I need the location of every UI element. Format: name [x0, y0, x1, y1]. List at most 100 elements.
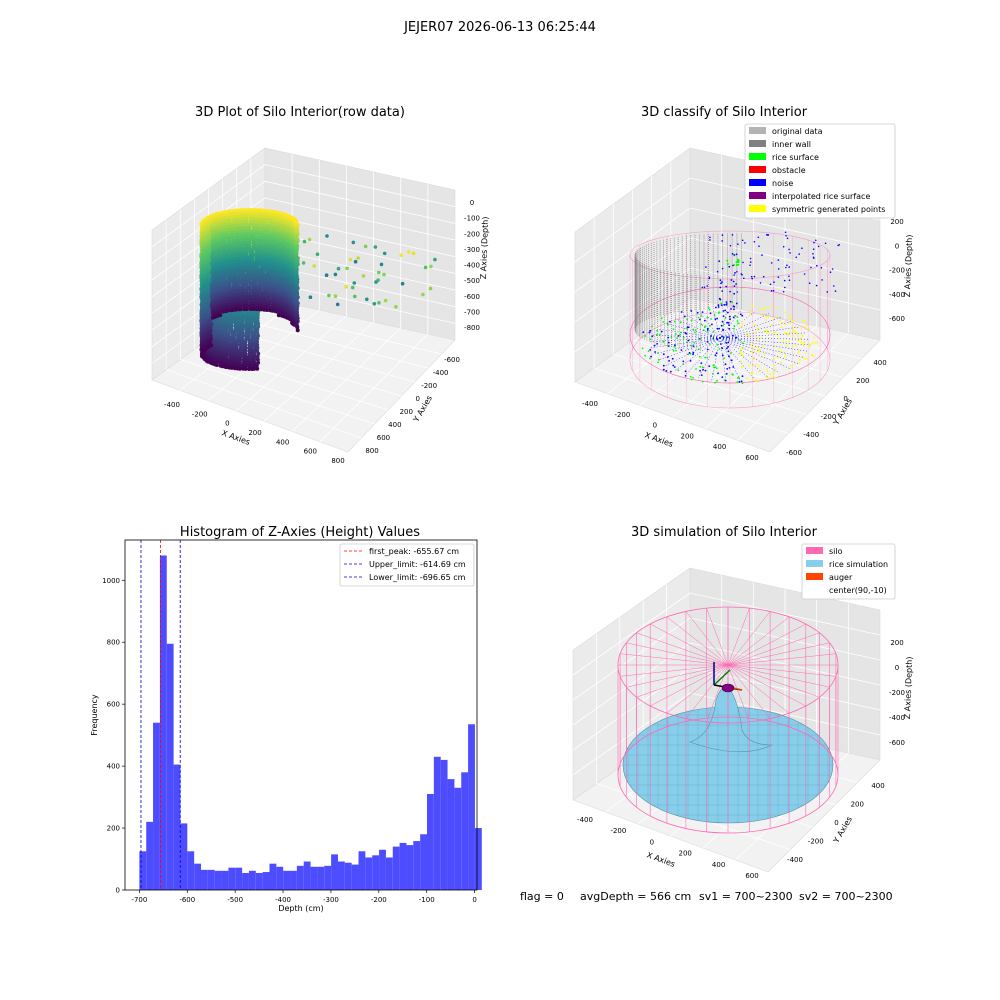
- data-point: [242, 304, 247, 309]
- noise-point: [736, 271, 738, 273]
- histogram-bar: [433, 756, 441, 890]
- classified-point: [792, 346, 795, 348]
- noise-point: [817, 245, 820, 248]
- data-point: [209, 222, 214, 227]
- classified-point: [728, 367, 731, 369]
- classified-point: [715, 367, 718, 370]
- classified-point: [765, 315, 768, 318]
- data-point: [242, 280, 247, 285]
- classified-point: [741, 375, 744, 378]
- legend-label: rice simulation: [829, 560, 888, 569]
- data-point: [244, 250, 249, 254]
- z-tick-label: -600: [889, 315, 905, 323]
- data-point: [237, 312, 242, 317]
- z-tick-label: 200: [890, 218, 903, 226]
- x-tick-label: 600: [745, 454, 758, 462]
- data-point: [247, 241, 252, 245]
- panel-histogram: Histogram of Z-Axies (Height) Values -70…: [90, 525, 482, 913]
- data-point: [267, 296, 271, 301]
- data-point: [348, 257, 353, 262]
- data-point: [250, 343, 255, 347]
- silo-spoke: [666, 664, 729, 714]
- legend-label: Lower_limit: -696.65 cm: [369, 573, 466, 582]
- data-point: [315, 252, 320, 256]
- classified-point: [774, 368, 777, 371]
- classified-point: [757, 365, 760, 367]
- data-point: [235, 360, 240, 365]
- noise-point: [766, 233, 768, 236]
- data-point: [294, 268, 299, 273]
- classified-point: [726, 347, 728, 350]
- classified-point: [770, 323, 773, 326]
- classified-point: [808, 343, 811, 346]
- silo-spoke: [727, 616, 790, 666]
- classified-point: [723, 357, 725, 360]
- classified-point: [730, 352, 732, 355]
- data-point: [233, 271, 238, 276]
- data-point: [265, 215, 270, 219]
- data-point: [295, 316, 300, 321]
- classified-point: [662, 341, 665, 343]
- data-point: [241, 357, 246, 362]
- data-point: [235, 348, 240, 353]
- classified-point: [731, 373, 734, 376]
- classified-point: [722, 315, 725, 318]
- noise-point: [721, 290, 723, 292]
- x-tick-label: 600: [304, 448, 317, 456]
- histogram-bar: [146, 821, 154, 890]
- classified-point: [700, 374, 703, 376]
- data-point: [247, 343, 252, 347]
- data-point: [261, 226, 266, 231]
- data-point: [228, 227, 233, 232]
- data-point: [218, 318, 223, 323]
- histogram-bar: [248, 870, 256, 890]
- histogram-bar: [194, 863, 201, 890]
- data-point: [223, 303, 228, 308]
- noise-point: [729, 300, 732, 303]
- avg-depth-text: avgDepth = 566 cm: [580, 890, 691, 903]
- y-tick-label: 0: [843, 395, 847, 403]
- z-tick-label: -100: [464, 215, 480, 223]
- data-point: [256, 351, 261, 356]
- data-point: [253, 354, 258, 359]
- classified-point: [708, 308, 711, 311]
- data-point: [352, 281, 357, 285]
- legend-swatch: [749, 140, 766, 147]
- noise-streak: [675, 318, 721, 339]
- grid-line: [572, 642, 881, 726]
- y-tick-label: 800: [107, 639, 120, 647]
- legend-label: first_peak: -655.67 cm: [369, 547, 459, 556]
- data-point: [244, 241, 249, 245]
- classified-point: [789, 331, 791, 333]
- histogram-bar: [255, 872, 263, 890]
- noise-point: [829, 271, 832, 274]
- data-point: [242, 262, 246, 267]
- silo-spoke: [727, 632, 820, 666]
- y-tick-label: 400: [388, 421, 401, 429]
- noise-point: [759, 282, 762, 284]
- classified-point: [763, 353, 766, 355]
- data-point: [215, 268, 220, 273]
- data-point: [239, 274, 244, 279]
- noise-point: [762, 275, 765, 278]
- classified-point: [701, 311, 704, 313]
- histogram-bar: [262, 872, 270, 890]
- y-axis-label-histogram: Frequency: [90, 694, 99, 736]
- classified-point: [720, 324, 723, 327]
- data-point: [249, 325, 254, 329]
- noise-point: [743, 277, 745, 280]
- classified-point: [736, 320, 739, 322]
- data-point: [272, 258, 277, 263]
- histogram-bar: [153, 722, 160, 890]
- x-axis-label-simulation: X Axies: [645, 850, 676, 869]
- legend-label: inner wall: [772, 140, 811, 149]
- classified-point: [730, 359, 733, 362]
- data-point: [272, 234, 277, 239]
- data-point: [250, 265, 255, 269]
- data-point: [216, 298, 221, 303]
- classified-point: [797, 335, 799, 337]
- classified-point: [789, 365, 792, 367]
- classified-point: [742, 354, 745, 357]
- noise-point: [708, 277, 710, 280]
- data-point: [251, 229, 256, 233]
